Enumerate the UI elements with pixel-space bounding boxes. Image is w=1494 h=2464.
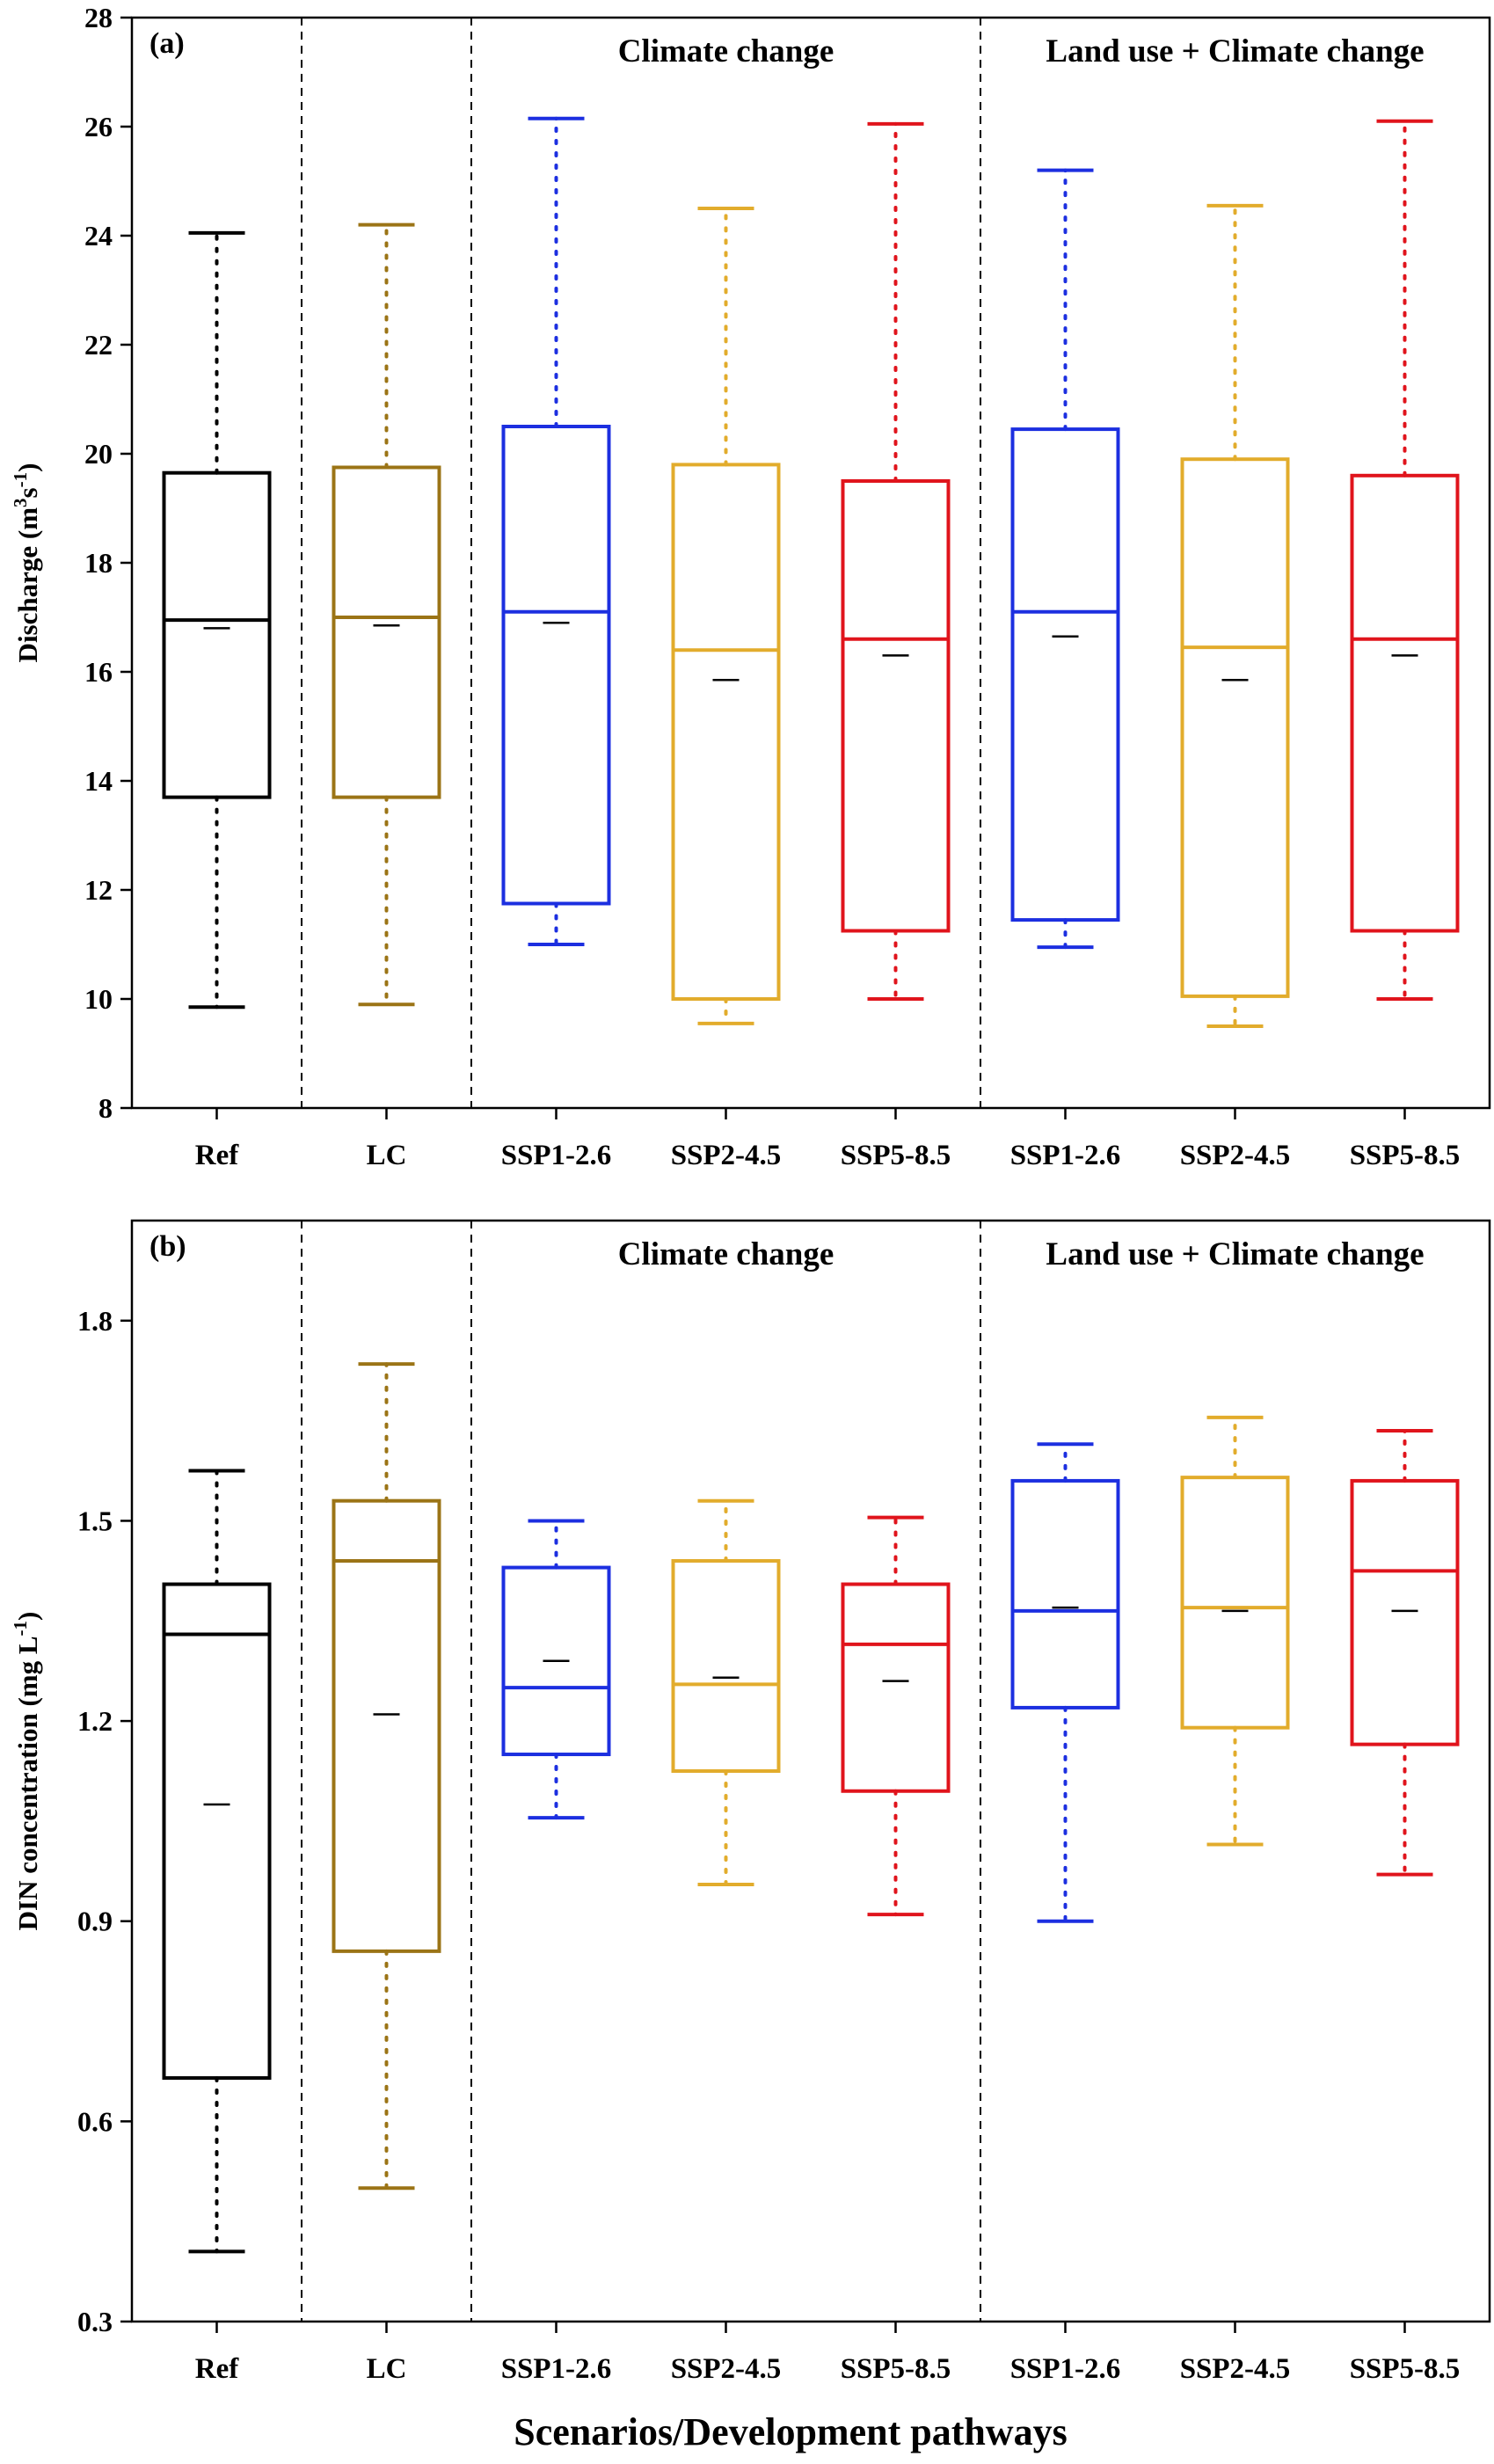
box-ssp2-4-5 bbox=[671, 1498, 781, 1886]
box-ref bbox=[162, 1469, 272, 2254]
iqr-box bbox=[162, 1582, 272, 2081]
y-axis-title-part: -1 bbox=[10, 1621, 31, 1637]
x-category-label: LC bbox=[367, 2353, 407, 2385]
y-axis-title-part: s bbox=[12, 487, 43, 498]
panel-b: 0.3 0.6 0.9 1.2 1.5 1.8 DIN concentration (mg … bbox=[10, 1219, 1491, 2385]
x-category-label: SSP2-4.5 bbox=[1180, 1140, 1291, 1171]
y-axis-title-part: -1 bbox=[10, 472, 31, 488]
box-ssp1-2-6 bbox=[1010, 168, 1120, 950]
y-axis-title-part: 3 bbox=[10, 498, 31, 507]
y-tick-label: 26 bbox=[84, 111, 113, 142]
y-tick-label: 22 bbox=[84, 329, 113, 361]
iqr-box bbox=[332, 465, 441, 799]
group-label-land-use-climate-change: Land use + Climate change bbox=[1046, 33, 1424, 69]
panel-label: (a) bbox=[149, 27, 185, 60]
x-category-label: SSP5-8.5 bbox=[841, 2353, 951, 2385]
iqr-box bbox=[501, 425, 611, 906]
iqr-box bbox=[501, 1565, 611, 1757]
box-ssp2-4-5 bbox=[1180, 1415, 1290, 1847]
y-tick-label: 10 bbox=[84, 983, 113, 1015]
y-tick-label: 24 bbox=[84, 220, 113, 252]
x-category-label: Ref bbox=[195, 2353, 239, 2385]
iqr-box bbox=[671, 463, 781, 1001]
box-ssp5-8-5 bbox=[841, 1515, 951, 1917]
x-category-label: SSP2-4.5 bbox=[1180, 2353, 1291, 2385]
x-category-label: SSP1-2.6 bbox=[1010, 1140, 1121, 1171]
iqr-box bbox=[671, 1558, 781, 1773]
plot-frame bbox=[130, 1219, 1491, 2323]
group-label-climate-change: Climate change bbox=[618, 33, 834, 69]
box-ssp1-2-6 bbox=[501, 116, 611, 946]
group-label-climate-change: Climate change bbox=[618, 1236, 834, 1272]
y-axis-title: Discharge (m3s-1) bbox=[10, 463, 43, 663]
x-axis-title: Scenarios/Development pathways bbox=[514, 2410, 1067, 2453]
y-tick-label: 20 bbox=[84, 438, 113, 470]
x-category-label: SSP5-8.5 bbox=[1350, 1140, 1461, 1171]
y-tick-label: 1.8 bbox=[77, 1305, 113, 1337]
panel-label: (b) bbox=[149, 1230, 186, 1263]
x-category-label: SSP1-2.6 bbox=[1010, 2353, 1121, 2385]
y-tick-label: 12 bbox=[84, 874, 113, 906]
iqr-box bbox=[1180, 1476, 1290, 1730]
box-ssp5-8-5 bbox=[1350, 119, 1460, 1001]
panel-a: 8 10 12 14 16 18 20 22 24 26 28 Discharge (m3s-1) (a… bbox=[10, 2, 1491, 1171]
y-tick-label: 28 bbox=[84, 2, 113, 33]
y-tick-label: 8 bbox=[98, 1092, 113, 1124]
x-category-label: SSP2-4.5 bbox=[671, 2353, 782, 2385]
box-ssp2-4-5 bbox=[1180, 203, 1290, 1028]
x-category-label: LC bbox=[367, 1140, 407, 1171]
x-category-label: SSP1-2.6 bbox=[501, 2353, 612, 2385]
box-ssp5-8-5 bbox=[1350, 1429, 1460, 1877]
iqr-box bbox=[841, 479, 951, 933]
x-category-label: SSP2-4.5 bbox=[671, 1140, 782, 1171]
box-ssp1-2-6 bbox=[501, 1519, 611, 1820]
y-tick-label: 18 bbox=[84, 547, 113, 579]
iqr-box bbox=[841, 1582, 951, 1793]
box-ssp1-2-6 bbox=[1010, 1442, 1120, 1923]
iqr-box bbox=[1010, 1478, 1120, 1709]
y-tick-label: 0.3 bbox=[77, 2306, 113, 2337]
box-ssp2-4-5 bbox=[671, 207, 781, 1025]
iqr-box bbox=[1180, 457, 1290, 998]
x-category-label: SSP5-8.5 bbox=[841, 1140, 951, 1171]
x-category-label: SSP1-2.6 bbox=[501, 1140, 612, 1171]
y-tick-label: 16 bbox=[84, 656, 113, 688]
box-ssp5-8-5 bbox=[841, 121, 951, 1001]
y-axis-title: DIN concentration (mg L-1) bbox=[10, 1612, 43, 1931]
box-lc bbox=[332, 222, 441, 1007]
y-tick-label: 0.6 bbox=[77, 2105, 113, 2137]
y-tick-label: 1.2 bbox=[77, 1705, 113, 1737]
box-lc bbox=[332, 1362, 441, 2191]
x-category-label: Ref bbox=[195, 1140, 239, 1171]
y-axis-title-part: DIN concentration (mg L bbox=[12, 1636, 43, 1930]
iqr-box bbox=[1010, 427, 1120, 922]
y-tick-label: 1.5 bbox=[77, 1505, 113, 1536]
y-tick-label: 0.9 bbox=[77, 1906, 113, 1937]
iqr-box bbox=[162, 470, 272, 799]
y-axis-title-part: ) bbox=[12, 1612, 43, 1621]
y-tick-label: 14 bbox=[84, 765, 113, 797]
iqr-box bbox=[1350, 473, 1460, 933]
iqr-box bbox=[332, 1498, 441, 1953]
x-category-label: SSP5-8.5 bbox=[1350, 2353, 1461, 2385]
y-axis-title-part: Discharge (m bbox=[12, 507, 43, 663]
plot-frame bbox=[130, 16, 1491, 1110]
box-ref bbox=[162, 230, 272, 1010]
iqr-box bbox=[1350, 1478, 1460, 1746]
group-label-land-use-climate-change: Land use + Climate change bbox=[1046, 1236, 1424, 1272]
y-axis-title-part: ) bbox=[12, 463, 43, 472]
